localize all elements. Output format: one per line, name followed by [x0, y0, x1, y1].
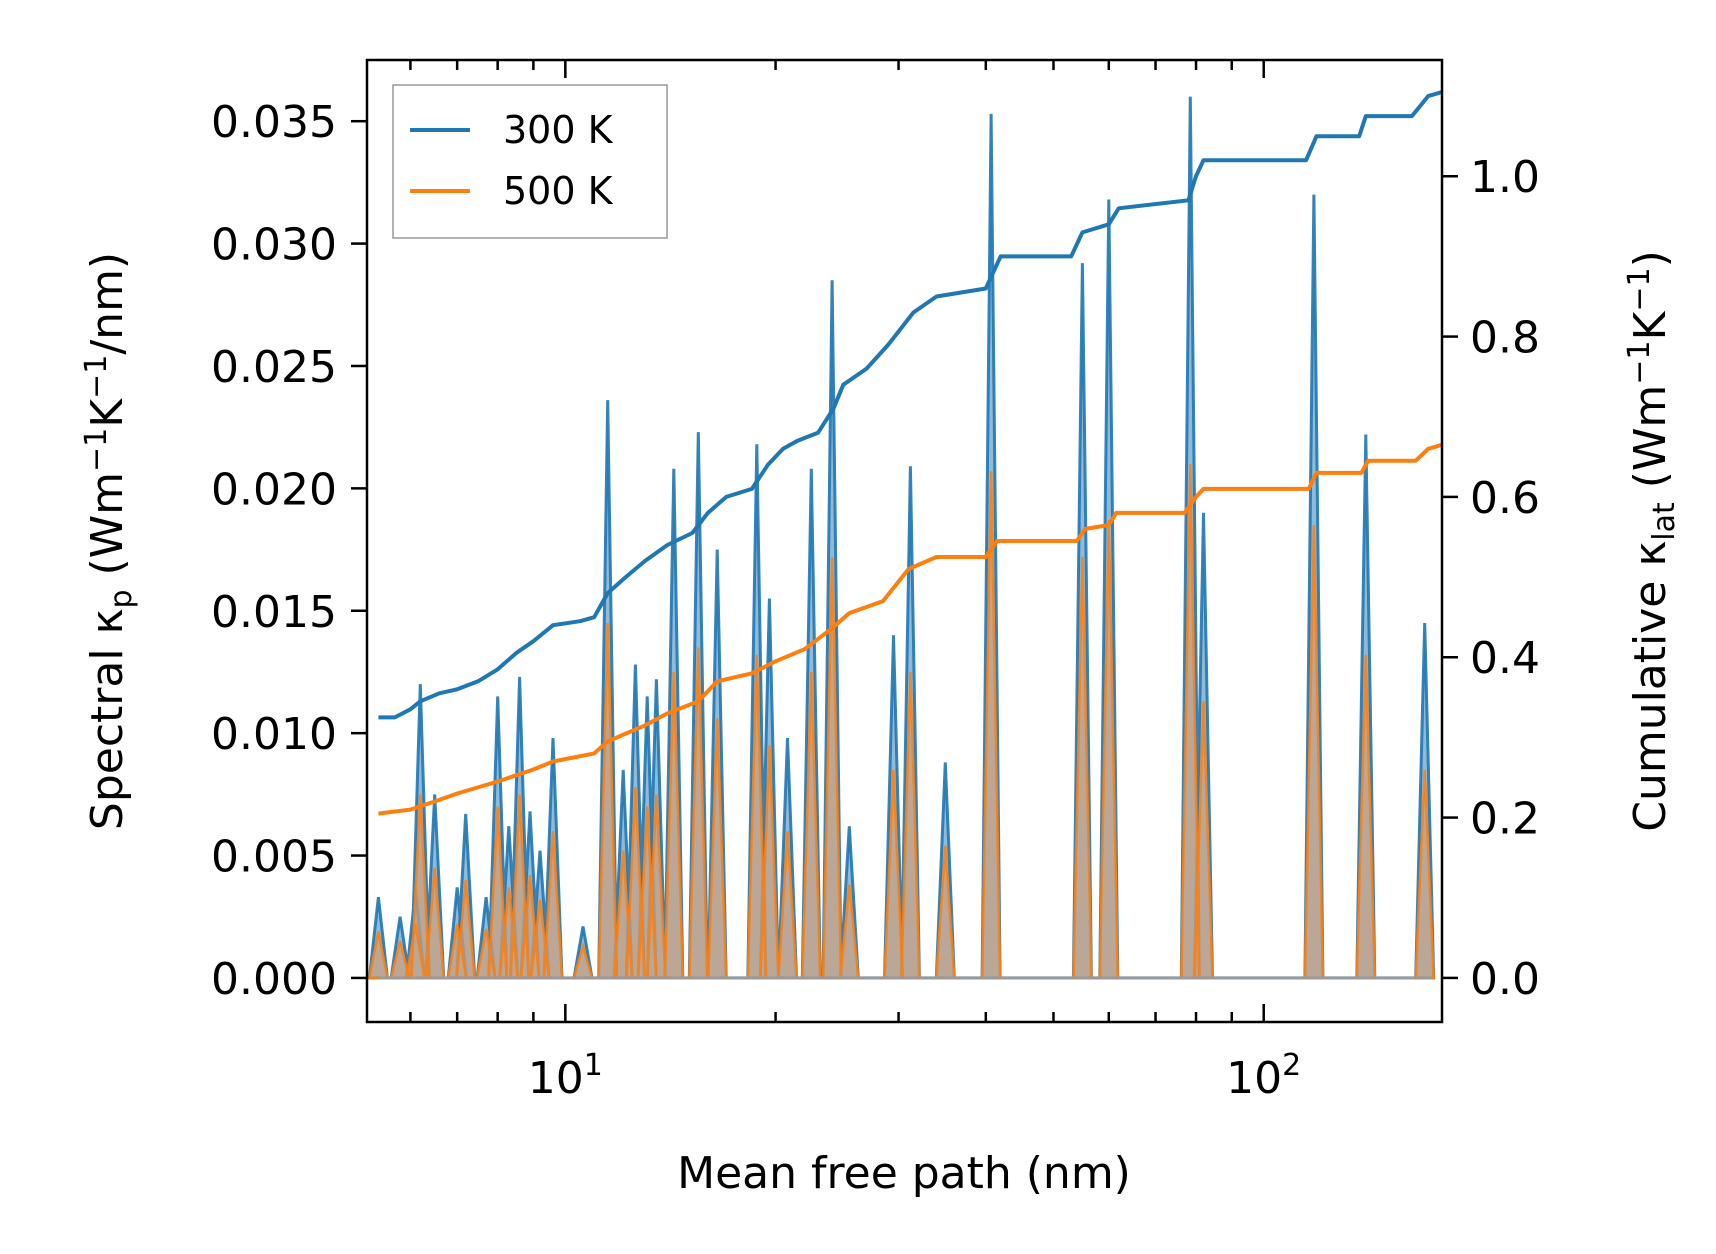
right-y-title-exp1: −1 — [1622, 340, 1657, 384]
axis-tick-labels: 101 1020.0000.0050.0100.0150.0200.0250.03… — [211, 97, 1540, 1104]
left-y-axis-title: Spectral κp (Wm−1K−1/nm) — [79, 252, 139, 830]
left-y-tick-label: 0.005 — [211, 832, 337, 883]
left-y-title-exp1: −1 — [79, 428, 114, 472]
cumulative-lines — [378, 90, 1442, 816]
right-y-title-mid: K — [1625, 310, 1676, 340]
left-y-title-base: Spectral κ — [82, 609, 133, 831]
right-y-title-tail: ) — [1625, 250, 1676, 267]
right-y-tick-label: 0.6 — [1470, 473, 1540, 524]
left-y-tick-label: 0.035 — [211, 97, 337, 148]
right-y-tick-label: 0.4 — [1470, 633, 1540, 684]
right-y-title-exp2: −1 — [1622, 267, 1657, 311]
legend: 300 K 500 K — [392, 84, 668, 239]
left-y-tick-label: 0.010 — [211, 709, 337, 760]
legend-box — [392, 84, 668, 239]
legend-label-500k: 500 K — [503, 169, 614, 213]
right-y-axis-title: Cumulative κlat (Wm−1K−1) — [1622, 250, 1682, 832]
left-y-title-mid: K — [82, 398, 133, 428]
left-y-title-sub: p — [104, 589, 139, 608]
left-y-title-exp2: −1 — [79, 355, 114, 399]
right-y-tick-label: 0.8 — [1470, 313, 1540, 364]
right-y-title-sub: lat — [1647, 502, 1682, 541]
x-tick-label: 101 — [528, 1048, 603, 1104]
spectral-area-500k — [369, 463, 1434, 978]
left-y-tick-label: 0.025 — [211, 342, 337, 393]
spectral-area-300k — [369, 96, 1434, 978]
right-y-title-unit-open: (Wm — [1625, 385, 1676, 503]
x-axis-title: Mean free path (nm) — [677, 1148, 1131, 1199]
legend-label-300k: 300 K — [503, 108, 614, 152]
plot-frame — [365, 58, 1444, 1024]
cumulative-line-500k — [378, 442, 1442, 816]
right-y-tick-label: 0.2 — [1470, 794, 1540, 845]
right-y-title-base: Cumulative κ — [1625, 541, 1676, 832]
x-tick-label: 102 — [1226, 1048, 1301, 1104]
left-y-title-tail: /nm) — [82, 252, 133, 355]
right-y-tick-label: 1.0 — [1470, 152, 1540, 203]
left-y-tick-label: 0.020 — [211, 464, 337, 515]
left-y-tick-label: 0.000 — [211, 954, 337, 1005]
axis-ticks — [351, 60, 1458, 1022]
right-y-tick-label: 0.0 — [1470, 954, 1540, 1005]
left-y-tick-label: 0.030 — [211, 220, 337, 271]
left-y-tick-label: 0.015 — [211, 587, 337, 638]
spectral-fills — [367, 96, 1436, 980]
cumulative-line-300k — [378, 90, 1442, 720]
left-y-title-unit-open: (Wm — [82, 472, 133, 590]
